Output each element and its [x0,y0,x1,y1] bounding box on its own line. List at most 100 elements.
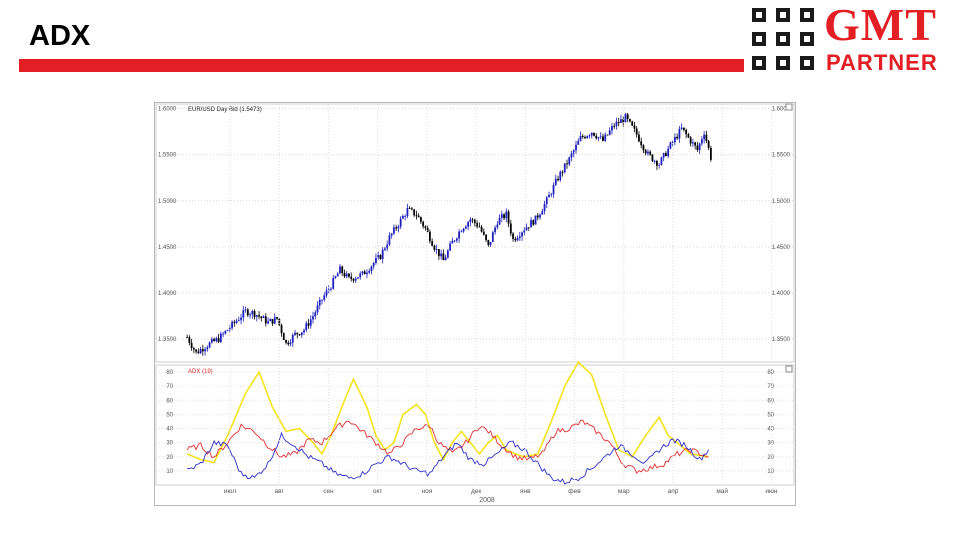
candle-body [417,215,420,218]
candle-body [559,171,562,181]
candle-body [298,334,301,336]
candle-body [489,241,492,245]
candle-body [303,330,305,333]
candle-body [460,231,463,233]
candle-body [206,347,209,350]
candle-body [309,319,312,326]
candle-body [473,219,476,224]
candle-body [350,276,353,279]
x-tick-label: янв [520,488,531,495]
candle-body [624,114,627,123]
price-y-tick-left: 1.3500 [158,337,177,343]
candle-body [291,334,294,343]
candle-body [516,238,519,241]
candle-body [244,309,247,311]
eurusd-adx-chart: 1.6000 1.6000 1.5500 1.5500 1.5000 1.5000 1.45… [154,102,796,506]
candle-body [397,226,400,229]
price-candles[interactable] [186,112,712,356]
candle-body [707,140,710,148]
candle-body [237,320,240,321]
candle-body [264,316,267,324]
x-tick-label: июн [765,488,778,495]
candle-body [694,142,697,146]
candle-body [442,253,445,261]
price-y-tick-right: 1.6000 [772,107,791,113]
candle-body [359,273,362,278]
candle-body [680,127,683,130]
candle-body [653,160,656,162]
candle-body [282,333,285,341]
candle-body [647,151,649,154]
price-y-tick-left: 1.4500 [158,245,177,251]
candle-body [626,114,629,120]
candle-body [345,273,348,277]
x-tick-label: фев [568,488,581,495]
price-y-tick-left: 1.6000 [158,107,177,113]
candle-body [611,126,613,131]
candle-body [491,232,494,242]
candle-body [381,249,384,260]
candle-body [480,226,483,232]
candle-body [545,197,548,204]
candle-body [208,342,211,348]
candle-body [577,140,580,145]
candle-body [190,342,193,349]
candle-body [507,211,510,224]
candle-body [629,119,631,122]
adx-lines[interactable] [186,360,710,485]
adx-y-tick-left: 60 [166,398,173,404]
candle-body [446,250,449,258]
candle-body [192,348,195,350]
candle-body [633,125,636,129]
candle-body [449,243,452,251]
adx-panel-close-icon[interactable] [785,365,793,373]
adx-panel-frame [155,364,795,486]
candle-body [195,349,198,352]
candle-body [278,318,281,325]
candle-body [224,330,227,334]
candle-body [561,171,564,173]
candle-body [267,321,269,324]
candle-body [280,324,283,334]
candle-body [325,290,328,296]
candle-body [698,143,701,151]
candle-body [312,316,314,320]
candle-body [453,240,456,242]
candle-body [696,145,699,151]
candle-body [300,332,303,336]
candle-body [521,232,523,237]
candle-body [444,257,447,261]
candle-body [620,119,622,124]
candle-body [316,305,319,313]
logo-text-gmt: GMT [824,0,937,50]
candle-body [422,221,425,227]
candle-body [554,178,557,186]
candle-body [568,157,571,165]
candle-body [649,151,652,155]
candle-body [276,317,278,319]
candle-body [226,330,229,331]
candle-body [393,227,395,234]
candle-body [215,338,218,342]
price-grid: 1.6000 1.6000 1.5500 1.5500 1.5000 1.5000 1.45… [156,107,794,343]
candle-body [590,132,593,136]
candle-body [201,349,204,352]
candle-body [219,333,222,343]
candle-body [253,310,256,317]
price-y-tick-right: 1.5500 [772,153,791,159]
candle-body [242,310,245,318]
candle-body [691,142,694,144]
candle-body [204,349,207,352]
candle-body [503,214,505,219]
candle-body [321,299,323,301]
candle-body [482,231,485,235]
candle-body [572,150,575,154]
candle-body [395,227,398,229]
candle-body [530,220,532,228]
price-panel-close-icon[interactable] [785,103,793,111]
x-tick-label: мар [618,488,630,495]
candle-body [669,142,672,149]
candle-body [314,312,317,317]
candle-body [255,315,258,317]
candle-body [377,255,380,258]
